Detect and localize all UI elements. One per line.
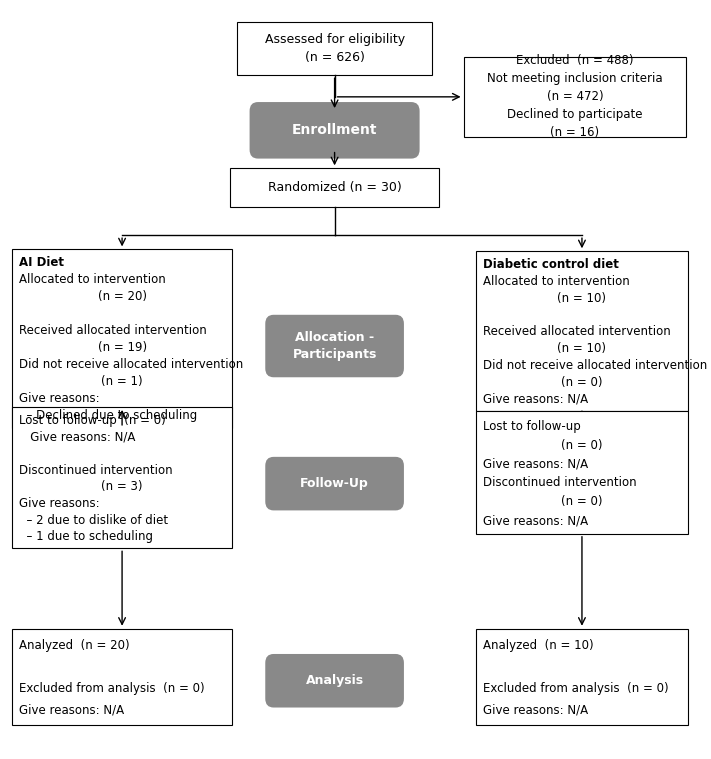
FancyBboxPatch shape	[12, 628, 232, 726]
Text: Assessed for eligibility
(n = 626): Assessed for eligibility (n = 626)	[264, 33, 405, 64]
Text: (n = 10): (n = 10)	[557, 342, 606, 355]
Text: Received allocated intervention: Received allocated intervention	[19, 324, 207, 338]
FancyBboxPatch shape	[265, 654, 404, 707]
Text: Did not receive allocated intervention: Did not receive allocated intervention	[19, 358, 244, 371]
Text: Give reasons:: Give reasons:	[19, 392, 100, 405]
FancyBboxPatch shape	[265, 315, 404, 377]
Text: (n = 0): (n = 0)	[561, 376, 603, 389]
FancyBboxPatch shape	[476, 628, 688, 726]
Text: (n = 0): (n = 0)	[561, 495, 603, 509]
Text: – Declined due to scheduling: – Declined due to scheduling	[19, 409, 198, 423]
Text: Excluded  (n = 488)
Not meeting inclusion criteria
(n = 472)
Declined to partici: Excluded (n = 488) Not meeting inclusion…	[487, 55, 663, 140]
Text: Excluded from analysis  (n = 0): Excluded from analysis (n = 0)	[483, 682, 668, 695]
Text: Give reasons: N/A: Give reasons: N/A	[483, 704, 588, 716]
Text: Randomized (n = 30): Randomized (n = 30)	[268, 181, 402, 194]
Text: (n = 10): (n = 10)	[557, 291, 606, 305]
Text: Give reasons: N/A: Give reasons: N/A	[483, 514, 588, 528]
Text: Lost to follow-up  (n = 0): Lost to follow-up (n = 0)	[19, 414, 166, 427]
Text: Analyzed  (n = 20): Analyzed (n = 20)	[19, 639, 130, 653]
Text: Give reasons: N/A: Give reasons: N/A	[19, 430, 136, 443]
Text: Allocated to intervention: Allocated to intervention	[19, 273, 166, 286]
Text: Allocated to intervention: Allocated to intervention	[483, 275, 629, 288]
Text: Discontinued intervention: Discontinued intervention	[483, 477, 636, 490]
Text: (n = 0): (n = 0)	[561, 439, 603, 452]
Text: (n = 19): (n = 19)	[97, 342, 146, 354]
FancyBboxPatch shape	[230, 168, 439, 207]
Text: Diabetic control diet: Diabetic control diet	[483, 258, 619, 271]
FancyBboxPatch shape	[476, 411, 688, 534]
FancyBboxPatch shape	[265, 457, 404, 510]
Text: Follow-Up: Follow-Up	[300, 477, 369, 490]
Text: Give reasons: N/A: Give reasons: N/A	[19, 704, 124, 716]
FancyBboxPatch shape	[464, 57, 686, 137]
Text: (n = 3): (n = 3)	[102, 480, 143, 493]
Text: Enrollment: Enrollment	[292, 123, 378, 137]
Text: Discontinued intervention: Discontinued intervention	[19, 464, 173, 477]
Text: Did not receive allocated intervention: Did not receive allocated intervention	[483, 359, 707, 372]
Text: – 1 due to scheduling: – 1 due to scheduling	[19, 531, 154, 543]
Text: Allocation -
Participants: Allocation - Participants	[292, 331, 377, 361]
FancyBboxPatch shape	[237, 22, 432, 75]
Text: Excluded from analysis  (n = 0): Excluded from analysis (n = 0)	[19, 682, 205, 695]
Text: (n = 1): (n = 1)	[101, 376, 143, 389]
Text: Lost to follow-up: Lost to follow-up	[483, 420, 580, 433]
FancyBboxPatch shape	[250, 102, 419, 159]
Text: Analysis: Analysis	[306, 674, 363, 687]
FancyBboxPatch shape	[12, 249, 232, 428]
FancyBboxPatch shape	[12, 407, 232, 548]
Text: Give reasons: N/A: Give reasons: N/A	[483, 393, 588, 406]
Text: AI Diet: AI Diet	[19, 257, 64, 269]
Text: Give reasons:: Give reasons:	[19, 497, 100, 510]
Text: (n = 20): (n = 20)	[97, 291, 146, 304]
Text: Give reasons: N/A: Give reasons: N/A	[483, 458, 588, 471]
FancyBboxPatch shape	[476, 251, 688, 411]
Text: Analyzed  (n = 10): Analyzed (n = 10)	[483, 639, 593, 653]
Text: – 2 due to dislike of diet: – 2 due to dislike of diet	[19, 514, 169, 527]
Text: Received allocated intervention: Received allocated intervention	[483, 326, 670, 339]
